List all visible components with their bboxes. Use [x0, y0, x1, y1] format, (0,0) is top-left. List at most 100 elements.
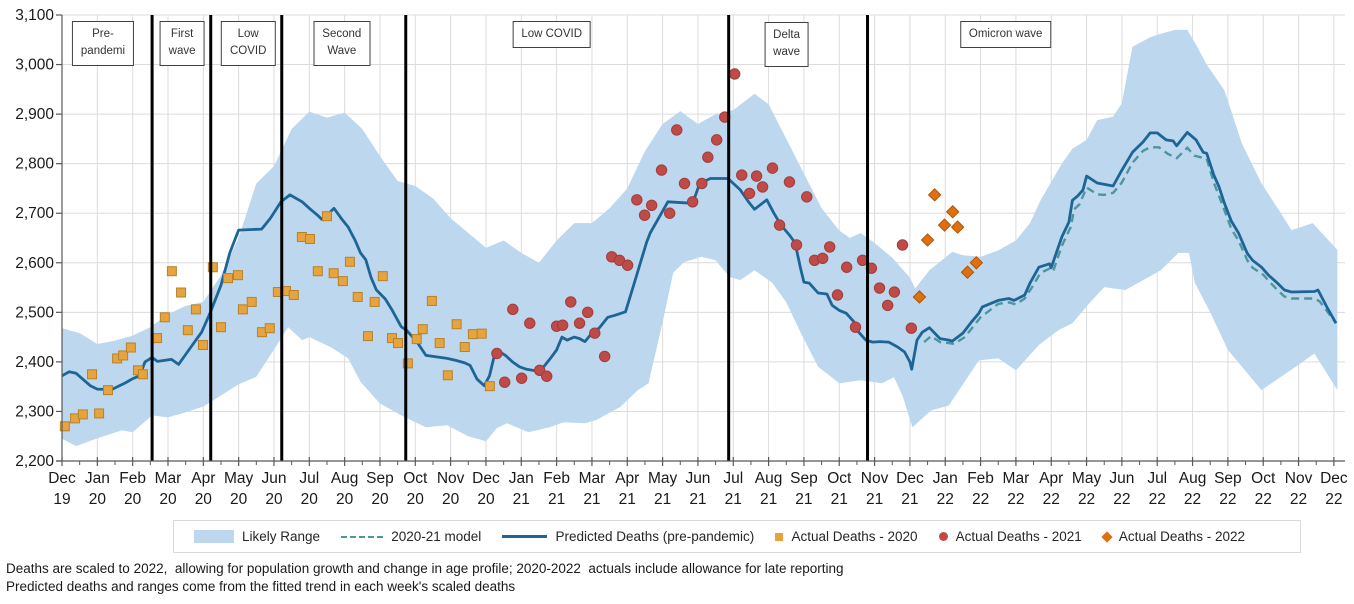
- actual-2020-point: [118, 350, 129, 361]
- x-tick-month: Jun: [1109, 470, 1134, 487]
- actual-2020-point: [223, 273, 234, 284]
- likely-range-band: [62, 29, 1338, 447]
- actual-2021-point: [824, 241, 836, 253]
- actual-2021-point: [573, 317, 586, 329]
- y-tick-label: 2,900: [15, 106, 54, 123]
- model-2020-21-line: [923, 146, 1337, 346]
- actual-2021-point: [582, 306, 594, 319]
- actual-2021-point: [541, 370, 553, 382]
- actual-2022-point: [945, 204, 960, 219]
- x-tick-year: 21: [725, 491, 742, 508]
- legend-item-actual2021: Actual Deaths - 2021: [938, 529, 1082, 544]
- x-tick-month: Feb: [543, 470, 570, 487]
- actual-2021-point: [736, 169, 748, 181]
- x-tick-month: May: [648, 470, 678, 487]
- actual-2021-point: [696, 177, 708, 190]
- actual-2021-point: [773, 219, 786, 231]
- actual2022-swatch-icon: [1101, 530, 1113, 543]
- x-tick-month: Sep: [366, 470, 394, 487]
- actual-2021-point: [702, 151, 714, 163]
- actual-2021-point: [783, 176, 796, 188]
- footnote-line-1: Deaths are scaled to 2022, allowing for …: [6, 561, 844, 576]
- x-tick-month: Aug: [755, 470, 783, 487]
- actual-2021-point: [831, 289, 844, 301]
- actual-2020-point: [451, 319, 462, 330]
- x-tick-month: Sep: [790, 470, 818, 487]
- period-label-text: COVID: [229, 45, 267, 58]
- x-tick-year: 22: [1113, 491, 1130, 508]
- actual-2020-point: [94, 408, 105, 419]
- period-label-text: Low: [237, 28, 259, 40]
- x-tick-year: 20: [124, 491, 142, 508]
- legend-item-band: Likely Range: [194, 529, 320, 544]
- actual-2022-point: [920, 233, 935, 247]
- actual-2020-point: [197, 340, 208, 351]
- actual-2020-point: [337, 276, 348, 287]
- actual-2021-point: [613, 254, 626, 266]
- x-tick-month: Apr: [191, 470, 215, 487]
- actual-2020-point: [377, 271, 388, 282]
- actual-2021-point: [801, 191, 813, 203]
- actual-2021-point: [565, 296, 577, 308]
- y-tick-label: 2,200: [15, 453, 54, 470]
- x-tick-year: 22: [1184, 491, 1201, 508]
- period-label-text: Second: [322, 28, 362, 40]
- actual-2021-point: [888, 286, 901, 298]
- actual-2020-point: [102, 385, 113, 396]
- legend-label: 2020-21 model: [391, 529, 482, 544]
- x-tick-month: Aug: [1179, 470, 1207, 487]
- x-tick-month: Mar: [1003, 470, 1030, 487]
- x-tick-year: 20: [407, 491, 425, 508]
- x-tick-year: 22: [1043, 491, 1060, 508]
- x-tick-year: 20: [195, 491, 213, 508]
- period-label-text: wave: [168, 45, 196, 58]
- predicted-deaths-line: [61, 130, 1338, 392]
- x-tick-year: 20: [230, 491, 248, 508]
- x-tick-month: Oct: [1251, 470, 1276, 487]
- x-tick-year: 20: [265, 491, 283, 508]
- actual-2021-point: [663, 207, 676, 219]
- actual-2021-point: [598, 350, 611, 363]
- legend-item-model: 2020-21 model: [341, 529, 481, 544]
- x-tick-month: Apr: [1039, 470, 1063, 487]
- actual-2022-point: [969, 255, 984, 270]
- legend-item-predicted: Predicted Deaths (pre-pandemic): [502, 529, 754, 544]
- actual-2021-point: [816, 252, 829, 265]
- period-label-text: Pre-: [92, 28, 114, 40]
- actual-2022-point: [927, 188, 942, 202]
- x-tick-month: May: [224, 470, 254, 487]
- model-swatch-icon: [341, 535, 384, 538]
- actual-2020-point: [59, 421, 70, 432]
- x-tick-month: Dec: [48, 470, 76, 487]
- y-tick-label: 3,000: [15, 57, 54, 74]
- actual-2021-point: [840, 261, 853, 273]
- x-tick-month: Dec: [472, 470, 500, 487]
- x-tick-month: Oct: [827, 470, 852, 487]
- actual-2020-point: [459, 342, 470, 353]
- legend-label: Actual Deaths - 2022: [1118, 529, 1245, 544]
- x-tick-year: 22: [1255, 491, 1272, 508]
- actual-2021-point: [896, 239, 909, 251]
- x-tick-month: Apr: [615, 470, 639, 487]
- legend-label: Likely Range: [242, 529, 321, 544]
- x-tick-year: 22: [972, 491, 989, 508]
- period-label-text: Low COVID: [521, 28, 583, 40]
- x-tick-year: 21: [548, 491, 565, 508]
- x-tick-month: Dec: [1320, 470, 1348, 487]
- y-tick-label: 2,600: [15, 255, 54, 272]
- y-tick-label: 2,300: [15, 403, 54, 420]
- x-tick-year: 22: [1325, 491, 1342, 508]
- actual-2020-point: [328, 268, 339, 279]
- period-label-text: pandemi: [80, 45, 126, 58]
- x-tick-year: 20: [477, 491, 495, 508]
- x-tick-year: 20: [89, 491, 107, 508]
- actual-2021-point: [678, 177, 691, 190]
- actual-2021-point: [556, 319, 569, 331]
- x-tick-month: Nov: [1285, 470, 1313, 487]
- actual2020-swatch-icon: [775, 532, 784, 541]
- x-tick-year: 20: [336, 491, 354, 508]
- x-tick-year: 20: [159, 491, 177, 508]
- band-swatch-icon: [194, 530, 234, 543]
- predicted-swatch-icon: [502, 535, 548, 538]
- actual-2020-point: [411, 334, 422, 345]
